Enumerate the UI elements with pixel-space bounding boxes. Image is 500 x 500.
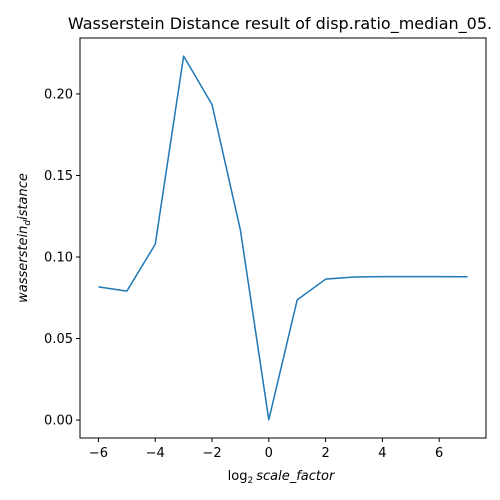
y-axis-label-main: wasserstein [16, 226, 31, 303]
x-axis-label: log2 scale_factor [228, 469, 336, 486]
x-axis-label-variable: scale_factor [256, 469, 336, 484]
plot-area [98, 55, 468, 421]
y-tick-label: 0.20 [44, 87, 73, 102]
x-tick-label: 6 [435, 446, 443, 461]
y-axis-label-tail: istance [16, 173, 31, 220]
x-axis-ticks: −6 −4 −2 0 2 4 6 [89, 438, 443, 461]
x-axis-label-log: log [228, 469, 248, 484]
x-axis-label-base: 2 [248, 476, 254, 486]
y-axis-ticks: 0.00 0.05 0.10 0.15 0.20 [44, 87, 80, 429]
x-tick-label: −2 [202, 446, 221, 461]
y-axis-label: wassersteindistance [16, 173, 33, 303]
x-tick-label: 4 [378, 446, 386, 461]
x-tick-label: −6 [89, 446, 108, 461]
axes-frame [79, 37, 487, 439]
series-line-0 [98, 55, 468, 421]
x-tick-label: −4 [146, 446, 165, 461]
x-tick-label: 2 [321, 446, 329, 461]
y-tick-label: 0.05 [44, 332, 73, 347]
y-tick-label: 0.15 [44, 169, 73, 184]
y-tick-label: 0.00 [44, 414, 73, 429]
y-tick-label: 0.10 [44, 250, 73, 265]
chart-title: Wasserstein Distance result of disp.rati… [68, 14, 492, 34]
x-tick-label: 0 [265, 446, 273, 461]
y-axis-label-subscript: d [23, 220, 33, 226]
